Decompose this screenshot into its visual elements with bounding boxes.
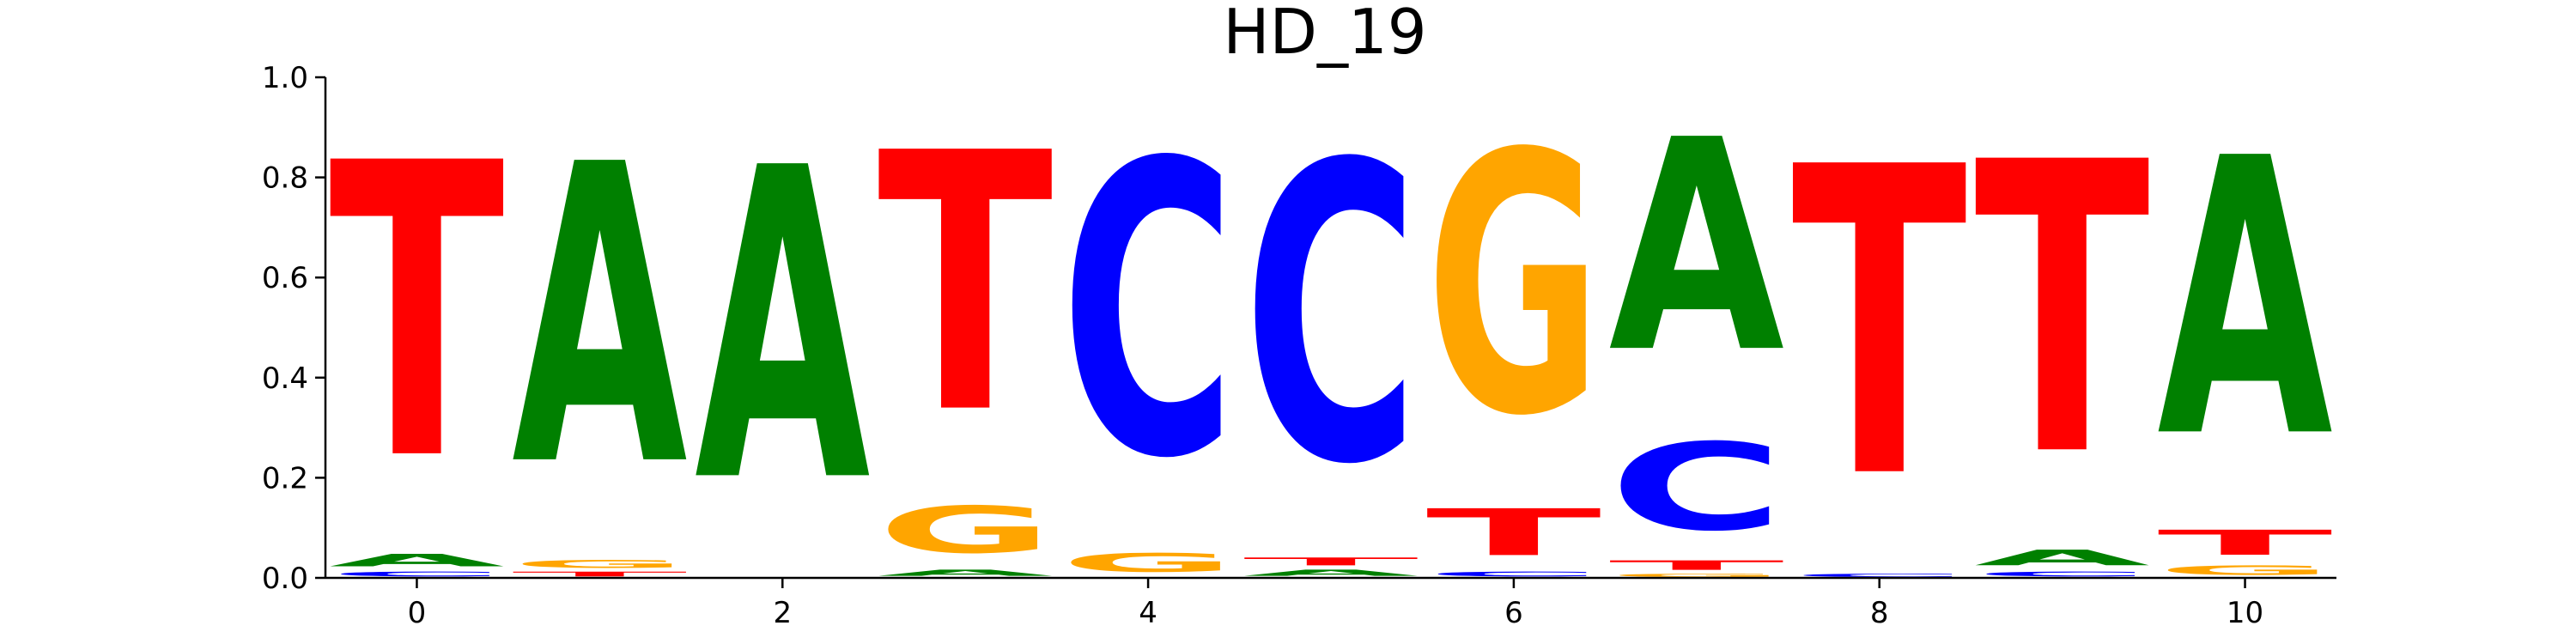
logo-letter-T-pos-0: T (329, 79, 506, 550)
logo-letter-G-pos-1: G (512, 558, 687, 571)
x-tick-label: 0 (408, 596, 427, 630)
logo-letter-T-pos-5: T (1243, 556, 1419, 568)
logo-letter-C-pos-6: C (1426, 570, 1601, 578)
logo-letter-G-pos-4: G (1060, 548, 1236, 578)
logo-letter-T-pos-10: T (2157, 523, 2332, 562)
x-tick-label: 10 (2227, 596, 2263, 630)
logo-letter-T-pos-3: T (878, 79, 1054, 492)
chart-title: HD_19 (1223, 0, 1426, 68)
y-tick-label: 0.2 (262, 461, 308, 495)
logo-letter-T-pos-9: T (1974, 79, 2151, 544)
y-tick-label: 0.8 (262, 161, 308, 196)
logo-letter-G-pos-3: G (878, 493, 1053, 568)
logo-letter-G-pos-6: G (1426, 78, 1601, 494)
logo-letter-A-pos-9: A (1974, 545, 2149, 570)
x-tick-label: 2 (773, 596, 792, 630)
axes: 0.0 0.2 0.4 0.6 0.8 1.0 0 2 4 6 8 10 (262, 61, 2336, 630)
y-tick-label: 0.6 (262, 261, 308, 295)
logo-letter-C-pos-5: C (1243, 78, 1419, 554)
logo-letter-T-pos-6: T (1426, 495, 1601, 570)
x-tick-label: 6 (1504, 596, 1523, 630)
logo-letter-G-pos-10: G (2157, 563, 2332, 578)
logo-letter-A-pos-1: A (512, 79, 689, 557)
logo-letter-C-pos-9: C (1974, 570, 2149, 578)
logo-letter-C-pos-4: C (1060, 77, 1236, 546)
y-tick-label: 0.0 (262, 562, 308, 596)
logo-letter-T-pos-1: T (512, 570, 687, 578)
logo-letter-A-pos-0: A (329, 550, 504, 570)
logo-letter-A-pos-2: A (695, 79, 872, 577)
logo-letter-G-pos-7: G (1609, 573, 1784, 578)
y-tick-label: 0.4 (262, 361, 308, 396)
x-tick-label: 8 (1870, 596, 1889, 630)
logo-letter-T-pos-7: T (1609, 558, 1784, 573)
logo-letter-A-pos-5: A (1243, 568, 1419, 578)
x-tick-label: 4 (1139, 596, 1157, 630)
logo-letter-A-pos-3: A (878, 568, 1053, 578)
logo-letter-C-pos-7: C (1609, 418, 1784, 557)
logo-letter-A-pos-10: A (2157, 79, 2334, 522)
logo-letter-T-pos-8: T (1792, 79, 1969, 572)
y-tick-label: 1.0 (262, 61, 308, 95)
logo-letter-C-pos-0: C (329, 570, 504, 578)
logo-letter-A-pos-7: A (1609, 78, 1786, 417)
logo-letter-C-pos-8: C (1792, 573, 1967, 578)
